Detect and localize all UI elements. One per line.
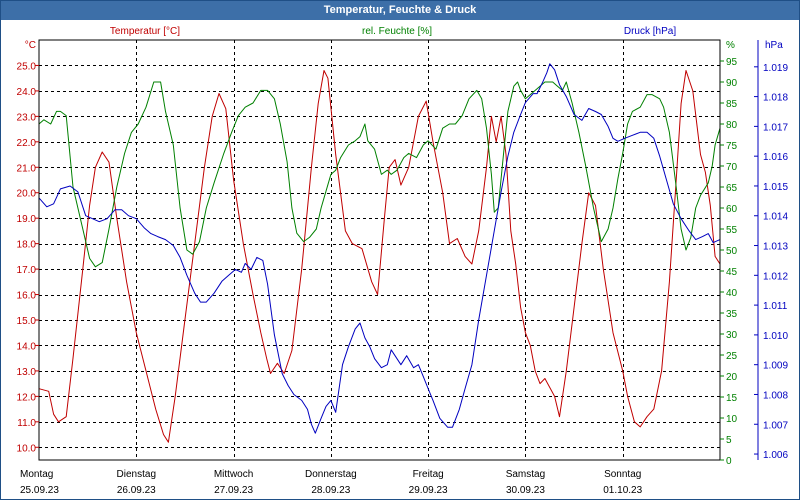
window-title: Temperatur, Feuchte & Druck: [1, 1, 799, 20]
humidity-tick-label: 75: [726, 141, 738, 152]
x-tick-label-date: 26.09.23: [117, 485, 156, 496]
x-tick-label-date: 25.09.23: [20, 485, 59, 496]
pressure-tick-label: 1.017: [763, 122, 788, 133]
temperature-tick-label: 17.0: [17, 265, 37, 276]
humidity-tick-label: 85: [726, 99, 738, 110]
humidity-tick-label: 55: [726, 225, 738, 236]
x-tick-label-day: Donnerstag: [305, 469, 357, 480]
humidity-tick-label: 20: [726, 372, 738, 383]
x-tick-label-day: Sonntag: [604, 469, 641, 480]
temperature-tick-label: 19.0: [17, 214, 37, 225]
temperature-tick-label: 13.0: [17, 367, 37, 378]
series-line-pressure: [38, 63, 721, 434]
series-lines: [38, 63, 721, 443]
humidity-tick-label: 35: [726, 309, 738, 320]
pressure-tick-label: 1.012: [763, 271, 788, 282]
x-tick-label-date: 29.09.23: [409, 485, 448, 496]
pressure-tick-label: 1.013: [763, 242, 788, 253]
humidity-tick-label: 65: [726, 183, 738, 194]
pressure-axis-title: Druck [hPa]: [624, 26, 676, 37]
pressure-tick-label: 1.007: [763, 420, 788, 431]
temperature-unit-label: °C: [25, 40, 36, 51]
humidity-tick-label: 70: [726, 162, 738, 173]
temperature-tick-label: 24.0: [17, 87, 37, 98]
temperature-tick-label: 18.0: [17, 240, 37, 251]
pressure-tick-label: 1.018: [763, 93, 788, 104]
temperature-axis-title: Temperatur [°C]: [110, 26, 180, 37]
temperature-tick-label: 12.0: [17, 392, 37, 403]
humidity-unit-label: %: [726, 40, 735, 51]
temperature-tick-label: 11.0: [17, 418, 36, 429]
humidity-tick-label: 60: [726, 204, 738, 215]
pressure-unit-label: hPa: [765, 40, 783, 51]
temperature-tick-label: 14.0: [17, 341, 37, 352]
x-tick-label-day: Dienstag: [117, 469, 156, 480]
humidity-tick-label: 80: [726, 120, 738, 131]
pressure-tick-label: 1.016: [763, 152, 788, 163]
series-line-humidity: [38, 81, 721, 268]
x-tick-label-date: 01.10.23: [603, 485, 642, 496]
pressure-tick-label: 1.010: [763, 331, 788, 342]
humidity-tick-label: 10: [726, 414, 738, 425]
pressure-tick-label: 1.009: [763, 361, 788, 372]
humidity-tick-label: 40: [726, 288, 738, 299]
pressure-tick-label: 1.019: [763, 63, 788, 74]
temperature-tick-label: 25.0: [17, 61, 37, 72]
humidity-tick-label: 15: [726, 393, 738, 404]
temperature-tick-label: 20.0: [17, 189, 37, 200]
pressure-tick-label: 1.015: [763, 182, 788, 193]
x-tick-label-day: Freitag: [413, 469, 444, 480]
series-line-temperature: [38, 70, 721, 443]
temperature-tick-label: 21.0: [17, 163, 37, 174]
temperature-tick-label: 16.0: [17, 291, 37, 302]
temperature-tick-label: 10.0: [17, 443, 37, 454]
pressure-tick-label: 1.008: [763, 390, 788, 401]
x-tick-label-date: 27.09.23: [214, 485, 253, 496]
x-tick-label-date: 28.09.23: [311, 485, 350, 496]
humidity-axis-title: rel. Feuchte [%]: [362, 26, 432, 37]
plot-area: [39, 40, 720, 460]
temperature-tick-label: 22.0: [17, 138, 37, 149]
pressure-tick-label: 1.011: [763, 301, 788, 312]
axes: 10.0 11.0 12.0 13.0 14.0 15.0 16.0 17.0 18.0 19.0…: [17, 26, 789, 496]
x-tick-label-day: Samstag: [506, 469, 545, 480]
temperature-tick-label: 23.0: [17, 112, 37, 123]
humidity-tick-label: 95: [726, 57, 738, 68]
temperature-tick-label: 15.0: [17, 316, 37, 327]
humidity-tick-label: 90: [726, 78, 738, 89]
humidity-tick-label: 45: [726, 267, 738, 278]
pressure-tick-label: 1.014: [763, 212, 788, 223]
x-tick-label-day: Mittwoch: [214, 469, 253, 480]
x-tick-label-date: 30.09.23: [506, 485, 545, 496]
humidity-tick-label: 50: [726, 246, 738, 257]
humidity-tick-label: 25: [726, 351, 738, 362]
humidity-tick-label: 0: [726, 456, 732, 467]
x-tick-label-day: Montag: [20, 469, 53, 480]
pressure-tick-label: 1.006: [763, 450, 788, 461]
humidity-tick-label: 5: [726, 435, 732, 446]
humidity-tick-label: 30: [726, 330, 738, 341]
